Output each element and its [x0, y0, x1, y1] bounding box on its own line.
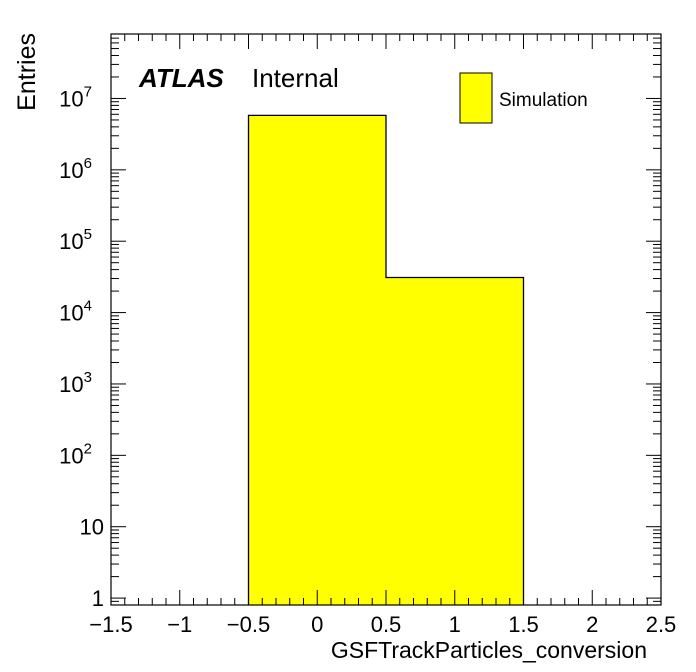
x-tick-label: 0: [311, 612, 323, 637]
histogram-bars: [247, 114, 525, 605]
legend-swatch: [459, 72, 493, 124]
x-tick-labels: −1.5 −1 −0.5 0 0.5 1 1.5 2 2.5: [89, 612, 676, 637]
y-tick-label: 106: [59, 155, 92, 183]
y-tick-label: 107: [59, 83, 92, 111]
x-tick-label: −0.5: [227, 612, 270, 637]
y-tick-label: 102: [59, 440, 92, 468]
histogram-bar: [386, 277, 524, 605]
x-tick-label: 2: [586, 612, 598, 637]
x-tick-label: −1.5: [89, 612, 132, 637]
x-tick-label: 2.5: [646, 612, 677, 637]
y-tick-label: 104: [59, 298, 92, 326]
plot-frame: [110, 33, 662, 606]
x-tick-label: 0.5: [371, 612, 402, 637]
histogram-bar: [248, 115, 386, 605]
y-tick-label: 103: [59, 369, 92, 397]
histogram-outline: [247, 114, 525, 605]
atlas-label: ATLAS: [138, 63, 224, 93]
legend: Simulation: [459, 72, 588, 124]
y-ticks: [111, 33, 661, 606]
x-tick-label: 1: [449, 612, 461, 637]
x-ticks: [110, 34, 662, 605]
x-tick-label: 1.5: [508, 612, 539, 637]
y-axis-title: Entries: [13, 33, 41, 111]
y-tick-label: 10: [80, 515, 104, 540]
x-axis-title: GSFTrackParticles_conversion: [331, 637, 647, 663]
legend-entry-label: Simulation: [499, 90, 588, 111]
y-tick-label: 1: [92, 586, 104, 611]
y-tick-labels: 1 10 102 103 104 105 106 107: [59, 83, 104, 611]
y-tick-label: 105: [59, 226, 92, 254]
x-tick-label: −1: [167, 612, 192, 637]
atlas-status-label: Internal: [252, 63, 339, 93]
